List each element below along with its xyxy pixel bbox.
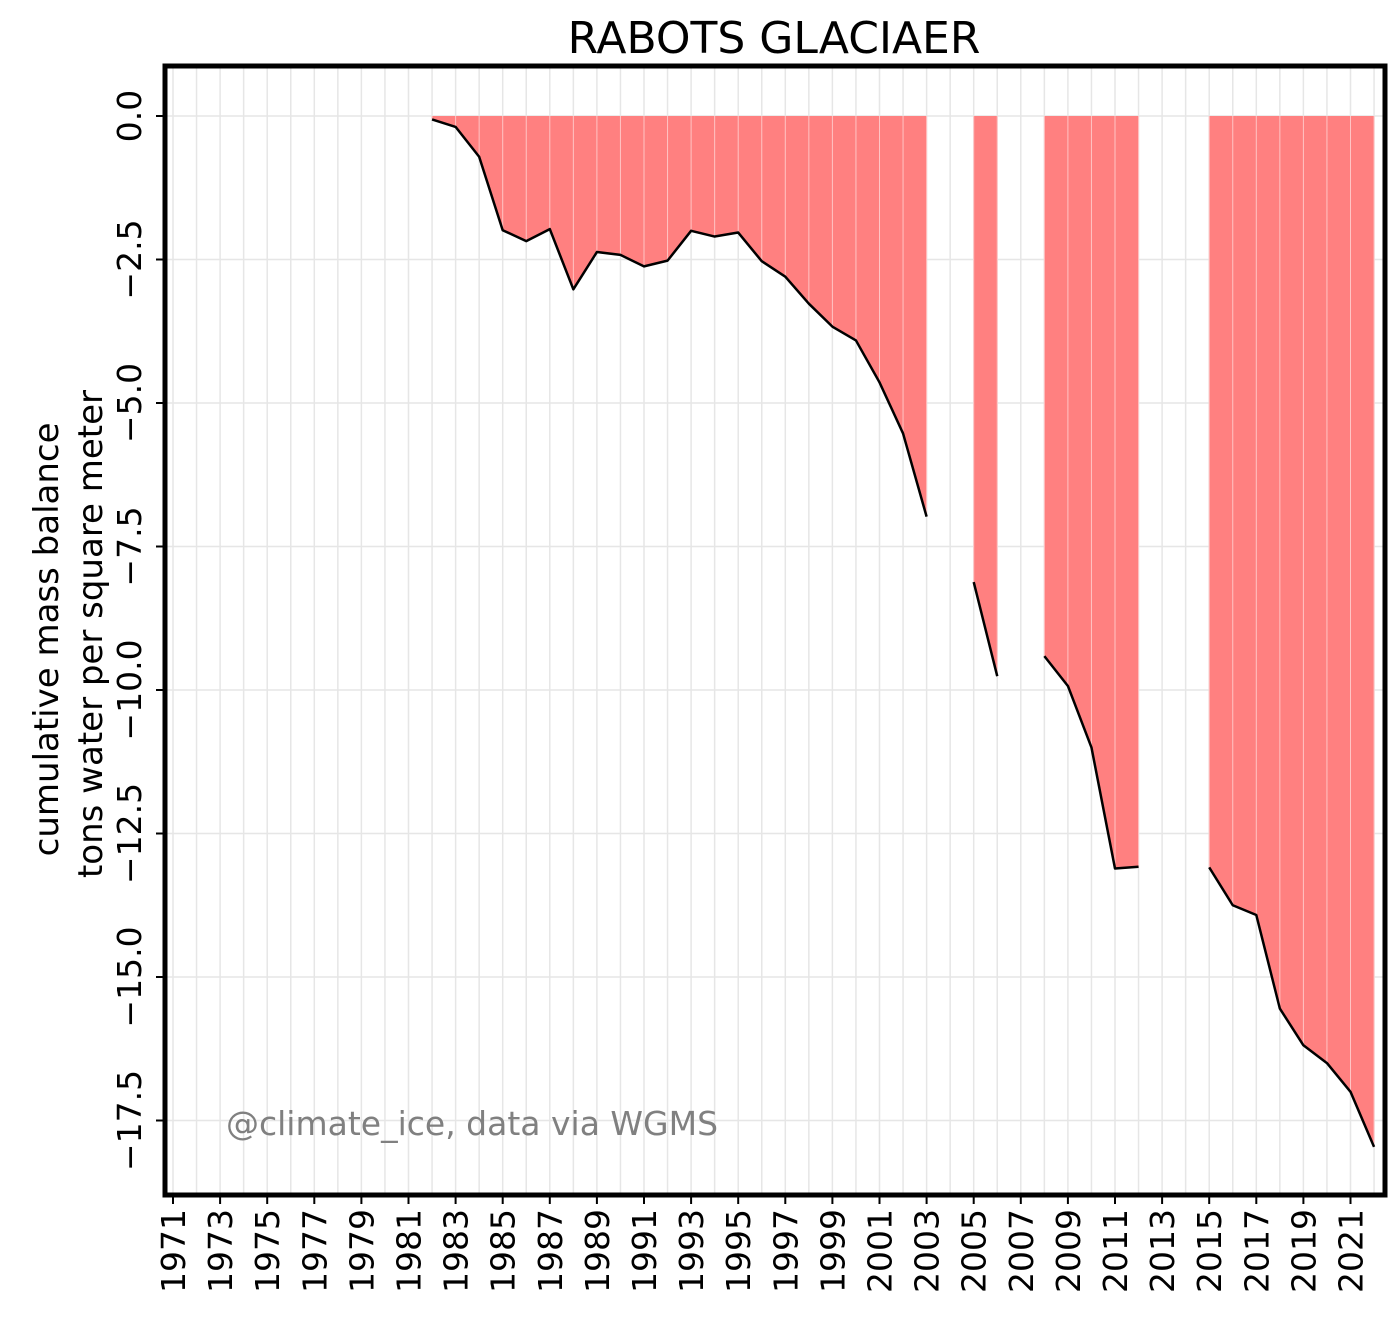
area-fills [431, 116, 1375, 1147]
x-tick-label: 1975 [248, 1209, 287, 1293]
y-tick-label: −12.5 [110, 783, 149, 884]
x-tick-label: 1995 [719, 1209, 758, 1293]
series-line-segment-2 [972, 581, 999, 677]
x-tick-label: 1979 [342, 1209, 381, 1293]
plot-frame [162, 63, 1388, 1198]
x-tick-label: 2013 [1143, 1209, 1182, 1293]
x-tick-label: 2007 [1002, 1209, 1041, 1293]
x-tick-label: 2015 [1190, 1209, 1229, 1293]
chart-title: RABOTS GLACIAER [568, 13, 981, 64]
y-axis-label-line1: cumulative mass balance [27, 422, 67, 856]
x-axis-ticks: 1971 1973 1975 1977 1979 1981 1983 1985 1987 1989… [154, 1195, 1371, 1293]
x-tick-label: 2003 [908, 1209, 947, 1293]
x-tick-label: 1989 [578, 1209, 617, 1293]
y-axis-ticks: 0.0 −2.5 −5.0 −7.5 −10.0 −12.5 −15.0 −17.5 [110, 90, 165, 1171]
series-line-segment-3 [1043, 655, 1139, 870]
x-tick-label: 2001 [861, 1209, 900, 1293]
y-axis-label-line2: tons water per square meter [71, 390, 111, 878]
area-fill-segment-4 [1209, 116, 1375, 1147]
x-tick-label: 1981 [390, 1209, 429, 1293]
grid-lines [165, 66, 1385, 1195]
x-tick-label: 1987 [531, 1209, 570, 1293]
y-tick-label: −5.0 [110, 363, 149, 443]
series-lines [431, 118, 1376, 1148]
series-line-segment-4 [1208, 866, 1376, 1148]
area-fill-segment-2 [973, 116, 998, 677]
x-tick-label: 1985 [484, 1209, 523, 1293]
x-tick-label: 2019 [1284, 1209, 1323, 1293]
y-tick-label: 0.0 [110, 90, 149, 142]
credit-annotation: @climate_ice, data via WGMS [226, 1104, 718, 1143]
y-tick-label: −7.5 [110, 506, 149, 586]
y-tick-label: −17.5 [110, 1070, 149, 1171]
x-tick-label: 1977 [295, 1209, 334, 1293]
x-tick-label: 1993 [672, 1209, 711, 1293]
x-tick-label: 1971 [154, 1209, 193, 1293]
y-tick-label: −10.0 [110, 639, 149, 740]
x-tick-label: 2017 [1237, 1209, 1276, 1293]
y-tick-label: −15.0 [110, 926, 149, 1027]
x-tick-label: 2005 [955, 1209, 994, 1293]
x-tick-label: 2021 [1332, 1209, 1371, 1293]
x-tick-label: 1999 [813, 1209, 852, 1293]
x-tick-label: 1997 [766, 1209, 805, 1293]
x-tick-label: 1983 [437, 1209, 476, 1293]
x-tick-label: 1973 [201, 1209, 240, 1293]
y-tick-label: −2.5 [110, 219, 149, 299]
x-tick-label: 2009 [1049, 1209, 1088, 1293]
area-fill-segment-1 [432, 116, 927, 517]
x-tick-label: 1991 [625, 1209, 664, 1293]
x-tick-label: 2011 [1096, 1209, 1135, 1293]
series-line-segment-1 [431, 118, 928, 517]
y-axis-label: cumulative mass balance tons water per s… [27, 390, 111, 878]
